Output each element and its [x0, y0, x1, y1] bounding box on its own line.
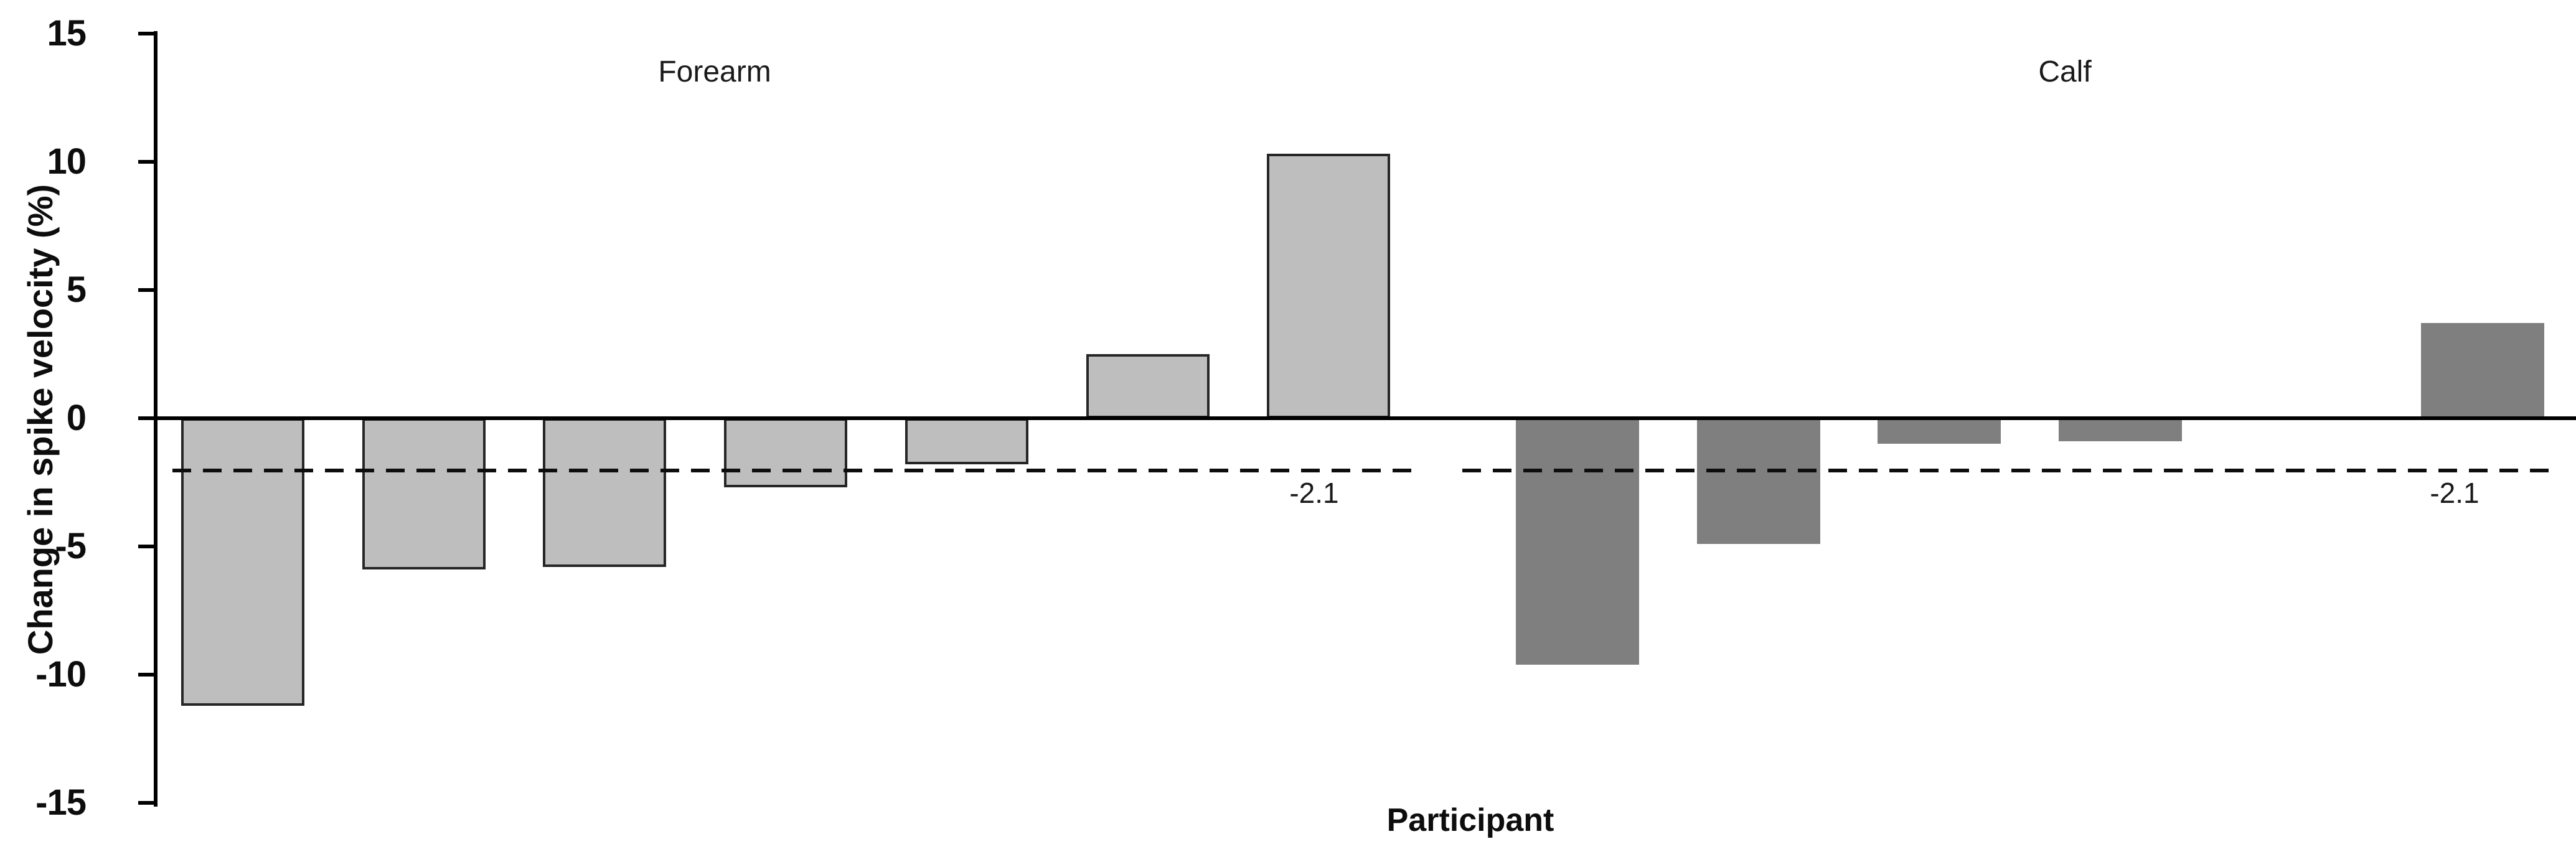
bar-calf-p2	[1696, 418, 1820, 545]
y-tick-label: 5	[66, 269, 87, 310]
bar-calf-p1	[1516, 418, 1639, 665]
x-axis-title: Participant	[1386, 802, 1554, 838]
y-tick	[138, 673, 156, 677]
bar-forearm-p5	[905, 418, 1028, 465]
section-label-calf: Calf	[2038, 55, 2092, 88]
bar-calf-p3	[1878, 418, 2001, 444]
bar-forearm-p6	[1086, 354, 1210, 418]
y-tick-label: 0	[66, 398, 87, 438]
bar-calf-p4	[2059, 418, 2183, 442]
bar-forearm-p7	[1267, 154, 1391, 418]
section-label-forearm: Forearm	[658, 55, 771, 88]
reference-value-label-calf: -2.1	[2430, 477, 2480, 509]
y-tick-label: 15	[47, 13, 87, 54]
bar-forearm-p2	[362, 418, 486, 570]
y-tick	[138, 160, 156, 164]
y-tick-label: -5	[55, 526, 87, 566]
y-tick-label: 10	[47, 141, 87, 182]
y-tick	[138, 545, 156, 548]
y-tick-label: -15	[35, 782, 87, 823]
y-tick	[138, 32, 156, 35]
zero-baseline	[156, 416, 2576, 420]
y-tick	[138, 801, 156, 805]
bar-forearm-p3	[543, 418, 667, 568]
bar-forearm-p4	[724, 418, 848, 488]
reference-dashed-line-forearm	[172, 469, 1416, 472]
reference-value-label-forearm: -2.1	[1289, 477, 1339, 509]
bar-forearm-p1	[181, 418, 304, 706]
bar-calf-p6	[2420, 323, 2544, 418]
y-tick	[138, 288, 156, 292]
y-tick-label: -10	[35, 654, 87, 695]
reference-dashed-line-calf	[1462, 469, 2551, 472]
y-tick	[138, 416, 156, 420]
